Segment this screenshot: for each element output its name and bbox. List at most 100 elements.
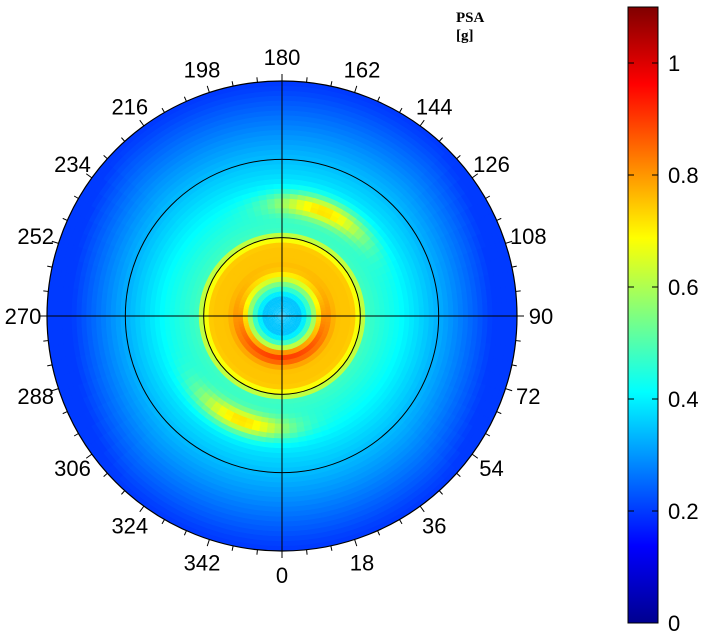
heatmap-cell — [275, 307, 280, 313]
heatmap-cell — [285, 319, 290, 324]
heatmap-cell — [284, 330, 288, 336]
heatmap-cell — [292, 331, 298, 337]
heatmap-cell — [262, 218, 271, 225]
heatmap-cell — [297, 326, 303, 332]
heatmap-cell — [291, 294, 297, 300]
heatmap-cell — [311, 316, 317, 319]
heatmap-cell — [285, 308, 290, 313]
heatmap-cell — [269, 222, 278, 229]
heatmap-cell — [291, 300, 297, 306]
heatmap-cell — [294, 284, 300, 291]
angular-tick-mark — [73, 433, 79, 437]
heatmap-cell — [222, 307, 229, 313]
heatmap-cell — [298, 349, 305, 357]
heatmap-cell — [260, 333, 266, 339]
heatmap-cell — [267, 289, 272, 295]
heatmap-cell — [213, 319, 219, 326]
heatmap-cell — [295, 309, 302, 313]
heatmap-cell — [374, 309, 381, 317]
heatmap-cell — [282, 316, 286, 321]
heatmap-cell — [257, 320, 264, 325]
colorbar-tick-label: 0.2 — [668, 499, 699, 524]
heatmap-cell — [285, 318, 291, 323]
heatmap-cell — [261, 407, 270, 414]
heatmap-cell — [282, 286, 285, 292]
heatmap-cell — [278, 256, 283, 263]
heatmap-cell — [268, 403, 277, 410]
heatmap-cell — [366, 333, 374, 342]
heatmap-cell — [209, 328, 216, 336]
heatmap-cell — [217, 306, 224, 313]
heatmap-cell — [286, 242, 293, 249]
heatmap-cell — [257, 336, 263, 343]
heatmap-cell — [288, 217, 296, 224]
heatmap-cell — [270, 322, 276, 327]
heatmap-cell — [237, 318, 244, 322]
angular-tick-mark — [43, 340, 49, 342]
heatmap-cell — [301, 329, 307, 335]
heatmap-cell — [302, 291, 309, 297]
heatmap-cell — [274, 308, 279, 313]
heatmap-cell — [290, 277, 296, 284]
heatmap-cell — [270, 257, 276, 264]
heatmap-cell — [292, 228, 301, 235]
heatmap-cell — [203, 310, 209, 316]
heatmap-cell — [310, 293, 317, 300]
heatmap-cell — [268, 288, 273, 295]
heatmap-cell — [298, 339, 304, 346]
angular-tick-label: 252 — [17, 224, 54, 249]
heatmap-cell — [262, 318, 268, 322]
heatmap-cell — [285, 325, 288, 331]
heatmap-cell — [223, 322, 230, 328]
heatmap-cell — [362, 293, 370, 301]
angular-tick-mark — [43, 290, 49, 292]
heatmap-cell — [287, 323, 292, 329]
heatmap-cell — [290, 308, 296, 312]
colorbar-tick-label: 1 — [668, 51, 680, 76]
heatmap-cell — [302, 341, 309, 348]
heatmap-cell — [284, 307, 289, 313]
heatmap-cell — [259, 324, 266, 329]
heatmap-cell — [289, 328, 294, 334]
heatmap-cell — [258, 306, 264, 310]
heatmap-cell — [259, 288, 265, 294]
heatmap-cell — [289, 282, 294, 289]
heatmap-cell — [234, 299, 241, 305]
heatmap-cell — [250, 328, 257, 334]
heatmap-cell — [271, 303, 277, 309]
heatmap-cell — [183, 302, 190, 310]
heatmap-cell — [263, 322, 270, 327]
heatmap-cell — [282, 316, 287, 320]
heatmap-cell — [274, 413, 282, 420]
heatmap-cell — [316, 316, 322, 319]
heatmap-cell — [295, 308, 302, 312]
heatmap-cell — [264, 346, 269, 353]
heatmap-cell — [280, 320, 282, 327]
heatmap-cell — [323, 257, 332, 265]
heatmap-cell — [259, 331, 265, 338]
heatmap-cell — [264, 228, 272, 235]
heatmap-cell — [255, 284, 262, 291]
heatmap-cell — [314, 324, 321, 330]
heatmap-cell — [296, 316, 303, 319]
heatmap-cell — [227, 308, 234, 313]
heatmap-cell — [262, 327, 268, 333]
heatmap-cell — [289, 305, 295, 311]
heatmap-cell — [276, 296, 280, 302]
heatmap-cell — [282, 311, 286, 316]
colorbar-tick-label: 0.4 — [668, 387, 699, 412]
heatmap-cell — [287, 227, 295, 234]
heatmap-cell — [292, 324, 298, 330]
heatmap-cell — [274, 302, 278, 308]
heatmap-cell — [290, 319, 297, 323]
heatmap-cell — [323, 327, 330, 333]
angular-tick-mark — [47, 265, 53, 268]
heatmap-cell — [278, 335, 281, 341]
heatmap-cell — [259, 228, 267, 236]
heatmap-cell — [273, 334, 277, 341]
heatmap-cell — [378, 322, 386, 331]
heatmap-cell — [255, 335, 262, 341]
heatmap-cell — [286, 302, 291, 308]
heatmap-cell — [281, 389, 288, 395]
angular-tick-mark — [511, 265, 517, 268]
